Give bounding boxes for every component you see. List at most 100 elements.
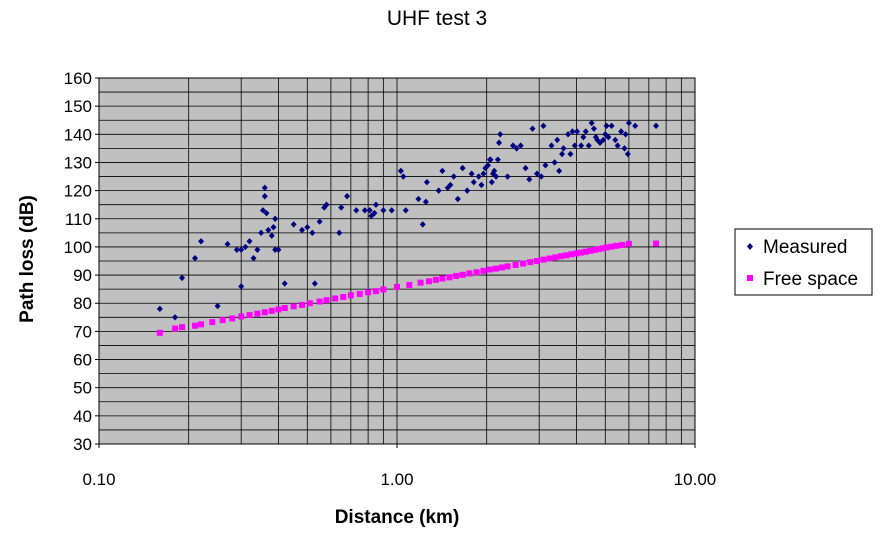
- free-space-point: [619, 241, 626, 248]
- free-space-point: [595, 246, 602, 253]
- free-space-point: [557, 253, 564, 260]
- measured-point: [592, 133, 599, 141]
- measured-point: [435, 187, 442, 194]
- measured-point: [309, 229, 316, 237]
- measured-point: [179, 274, 186, 282]
- measured-point: [487, 156, 494, 163]
- measured-point: [526, 176, 533, 183]
- measured-point: [270, 224, 277, 231]
- measured-point: [259, 207, 266, 214]
- free-space-point: [229, 315, 236, 322]
- measured-point: [198, 238, 205, 245]
- free-space-point: [439, 275, 446, 282]
- measured-point: [366, 207, 373, 214]
- measured-point: [268, 232, 275, 239]
- free-space-point: [578, 249, 585, 256]
- free-space-point: [299, 301, 306, 308]
- measured-point: [603, 122, 610, 130]
- measured-point: [590, 125, 597, 132]
- x-tick-label: 0.10: [82, 470, 115, 489]
- measured-point: [258, 229, 265, 237]
- measured-point: [578, 142, 585, 149]
- free-space-point: [372, 288, 379, 295]
- free-space-point: [608, 243, 615, 250]
- measured-point: [304, 224, 311, 231]
- y-tick-label: 70: [73, 322, 92, 341]
- measured-point: [554, 136, 561, 144]
- free-space-point: [417, 279, 424, 286]
- measured-point: [371, 209, 378, 217]
- measured-point: [454, 195, 461, 203]
- free-space-point: [520, 260, 527, 267]
- measured-point: [605, 133, 612, 141]
- measured-point: [265, 226, 272, 234]
- measured-point: [336, 229, 343, 237]
- x-axis-ticks: 0.10 1.00 10.00: [82, 444, 716, 489]
- measured-point: [290, 221, 297, 228]
- free-space-point: [466, 270, 473, 277]
- free-space-point: [323, 297, 330, 304]
- measured-point: [491, 167, 498, 175]
- y-tick-label: 40: [73, 407, 92, 426]
- x-axis-title: Distance (km): [335, 507, 460, 528]
- measured-point: [571, 142, 578, 149]
- measured-point: [618, 128, 625, 135]
- x-tick-label: 1.00: [380, 470, 413, 489]
- measured-point: [380, 207, 387, 214]
- free-space-point: [512, 261, 519, 268]
- measured-point: [556, 167, 563, 175]
- y-tick-label: 100: [64, 238, 92, 257]
- legend-marker-measured: [747, 243, 753, 250]
- measured-point: [551, 159, 558, 166]
- measured-point: [529, 125, 536, 132]
- measured-point: [447, 181, 454, 189]
- free-space-point: [473, 269, 480, 276]
- measured-point: [622, 131, 629, 138]
- legend-box: [734, 228, 873, 296]
- measured-point: [316, 218, 323, 225]
- measured-point: [468, 170, 475, 177]
- measured-point: [632, 122, 639, 130]
- free-space-point: [527, 259, 534, 266]
- free-space-point: [563, 252, 570, 259]
- measured-point: [450, 173, 457, 180]
- x-tick-label: 10.00: [674, 470, 717, 489]
- free-space-point: [340, 294, 347, 301]
- legend-label-free-space: Free space: [763, 269, 858, 290]
- measured-point: [246, 238, 253, 245]
- measured-point: [470, 178, 477, 186]
- free-space-point: [356, 290, 363, 297]
- free-space-point: [394, 283, 400, 290]
- measured-point: [281, 280, 288, 287]
- y-tick-label: 90: [73, 266, 92, 285]
- measured-point: [242, 243, 249, 251]
- y-tick-label: 50: [73, 379, 92, 398]
- free-space-point: [591, 247, 598, 254]
- measured-point: [272, 215, 279, 222]
- measured-point: [574, 128, 581, 135]
- measured-point: [542, 162, 549, 169]
- free-space-point: [459, 271, 466, 278]
- measured-point: [156, 305, 163, 313]
- free-space-point: [365, 289, 372, 296]
- measured-point: [415, 195, 422, 203]
- measured-point: [459, 164, 466, 172]
- measured-point: [419, 221, 426, 228]
- free-space-point: [625, 240, 632, 247]
- free-space-point: [238, 313, 245, 320]
- measured-point: [299, 226, 306, 234]
- measured-point: [475, 173, 482, 180]
- measured-point: [311, 280, 318, 287]
- measured-point: [582, 128, 589, 135]
- y-tick-label: 80: [73, 294, 92, 313]
- measured-point: [522, 164, 529, 172]
- y-tick-label: 120: [64, 182, 92, 201]
- measured-point: [517, 142, 524, 149]
- measured-point: [497, 131, 504, 138]
- free-space-point: [568, 251, 575, 258]
- free-space-point: [209, 319, 216, 326]
- free-space-point: [486, 266, 493, 273]
- legend-label-measured: Measured: [763, 237, 848, 258]
- legend: Measured Free space: [734, 228, 873, 296]
- legend-marker-free-space: [747, 275, 753, 281]
